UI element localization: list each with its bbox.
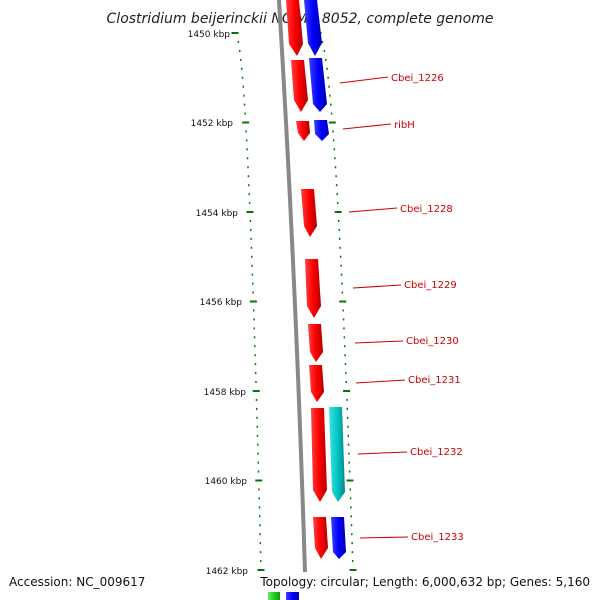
label-leaders [339,76,409,539]
gene-arrow-ribh[interactable] [296,121,310,141]
gene-label-cbei-1231[interactable]: Cbei_1231 [408,375,461,386]
tick-label-1452: 1452 kbp [191,119,234,129]
gene-arrow-cbei-1233[interactable] [313,517,328,559]
misc-feature-bottom[interactable] [268,592,280,600]
gene-features [268,0,346,600]
cds-arrow-bottom[interactable] [286,592,299,600]
gene-label-cbei-1230[interactable]: Cbei_1230 [406,336,459,347]
cds-arrow-cbei-1226[interactable] [309,58,327,112]
gene-label-cbei-1229[interactable]: Cbei_1229 [404,280,457,291]
leader-cbei-1229 [352,284,402,289]
tick-label-1460: 1460 kbp [205,477,248,487]
gene-label-cbei-1228[interactable]: Cbei_1228 [400,204,453,215]
rna-arrow-cbei-1232[interactable] [329,407,345,502]
tick-label-1462: 1462 kbp [206,567,249,577]
left-scale [231,32,265,571]
gene-labels: Cbei_1226 ribH Cbei_1228 Cbei_1229 Cbei_… [391,73,464,543]
leader-cbei-1232 [357,451,408,455]
cds-arrow-top[interactable] [304,0,322,56]
tick-label-1454: 1454 kbp [196,209,239,219]
cds-arrow-cbei-1233[interactable] [331,517,346,559]
gene-label-cbei-1232[interactable]: Cbei_1232 [410,447,463,458]
gene-arrow-cbei-1230[interactable] [308,324,323,362]
leader-cbei-1228 [348,207,398,213]
gene-arrow-cbei-1232[interactable] [311,408,327,502]
gene-arrow-cbei-1231[interactable] [309,365,324,402]
leader-cbei-1226 [339,76,389,84]
gene-arrow-cbei-1226[interactable] [291,60,308,112]
gene-label-ribh[interactable]: ribH [394,120,415,131]
scale-labels: 1450 kbp 1452 kbp 1454 kbp 1456 kbp 1458… [188,30,249,577]
gene-label-cbei-1233[interactable]: Cbei_1233 [411,532,464,543]
leader-cbei-1230 [354,340,404,344]
genome-backbone [277,0,307,573]
leader-ribh [342,123,392,130]
tick-label-1458: 1458 kbp [204,388,247,398]
tick-label-1450: 1450 kbp [188,30,231,40]
gene-label-cbei-1226[interactable]: Cbei_1226 [391,73,444,84]
cds-arrow-ribh[interactable] [314,120,329,141]
genome-summary-text: Topology: circular; Length: 6,000,632 bp… [259,575,590,589]
leader-cbei-1231 [355,379,406,384]
gene-arrow-cbei-1228[interactable] [301,189,317,237]
right-scale [314,32,357,571]
leader-cbei-1233 [359,536,409,539]
tick-label-1456: 1456 kbp [200,298,243,308]
gene-arrow-cbei-1229[interactable] [305,259,321,318]
gene-arrow-top[interactable] [286,0,303,56]
accession-text: Accession: NC_009617 [9,575,145,589]
